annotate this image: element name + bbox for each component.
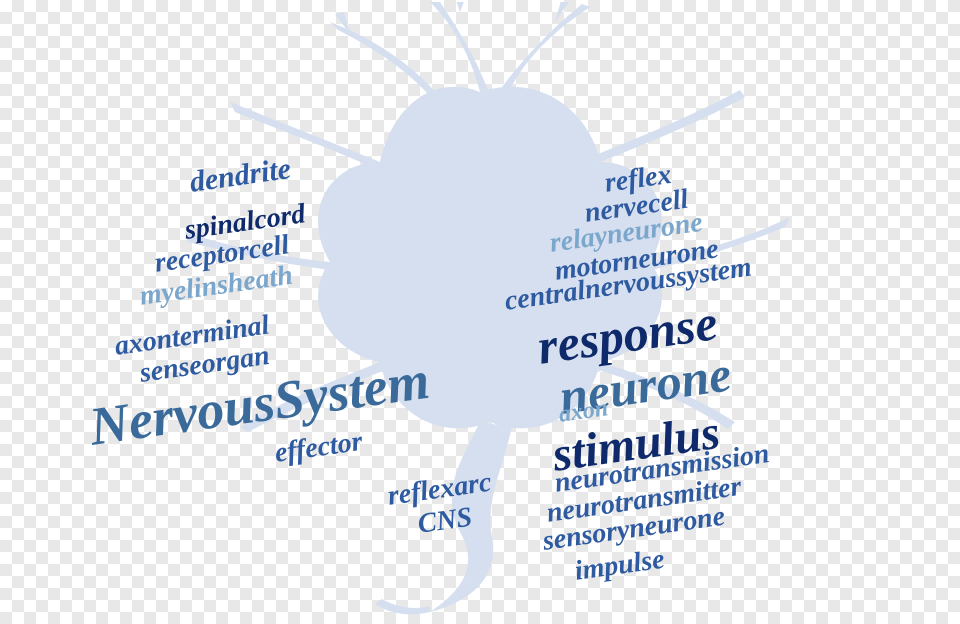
word-cloud: NervousSystemresponseneuronestimulusdend… bbox=[0, 0, 960, 624]
word-cns: CNS bbox=[416, 504, 474, 539]
word-impulse: impulse bbox=[573, 546, 666, 586]
word-dendrite: dendrite bbox=[188, 154, 293, 198]
word-effector: effector bbox=[273, 428, 364, 468]
word-reflexarc: reflexarc bbox=[386, 469, 493, 511]
